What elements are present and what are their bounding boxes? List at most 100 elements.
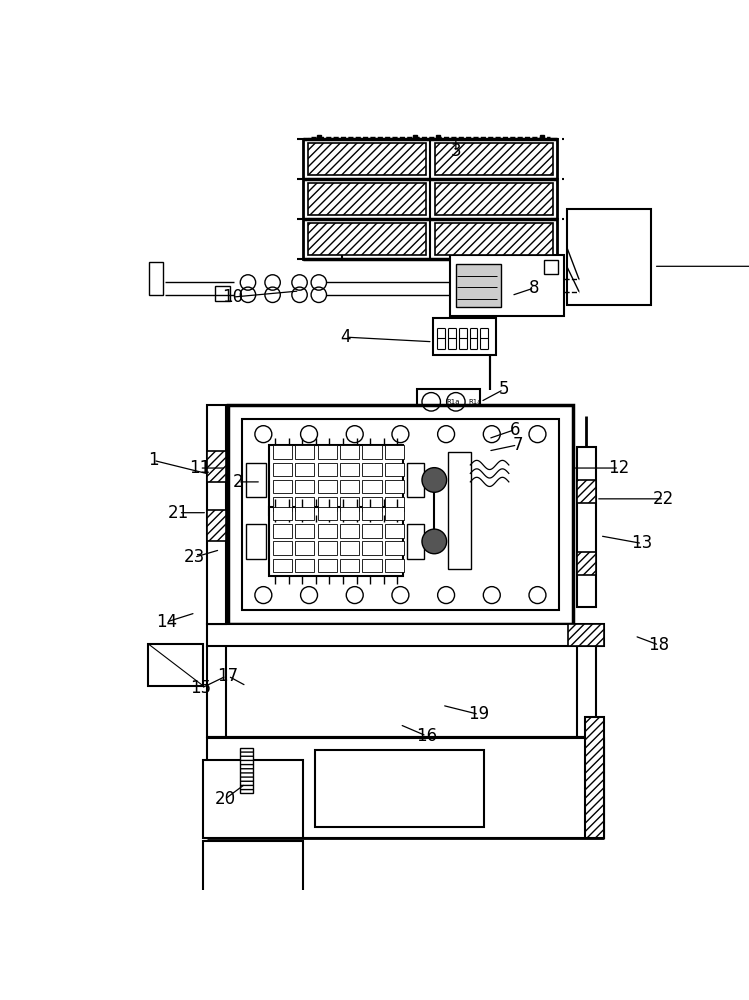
Bar — [295, 507, 315, 520]
Bar — [207, 451, 226, 482]
Bar — [385, 445, 404, 459]
Text: 7: 7 — [512, 436, 523, 454]
Bar — [407, 463, 423, 497]
Bar — [308, 143, 426, 175]
Text: 3: 3 — [451, 142, 461, 160]
Bar — [295, 497, 315, 511]
Bar — [340, 559, 360, 572]
Circle shape — [422, 468, 446, 492]
Bar — [385, 480, 404, 493]
Bar — [273, 507, 292, 520]
Text: 4: 4 — [341, 328, 351, 346]
Text: 15: 15 — [190, 679, 211, 697]
Bar — [340, 541, 360, 555]
Bar — [340, 445, 360, 459]
Bar — [269, 445, 404, 515]
Bar — [363, 541, 382, 555]
Bar — [295, 463, 315, 476]
Text: R1a: R1a — [468, 399, 482, 405]
Text: 10: 10 — [222, 288, 243, 306]
Bar — [407, 524, 423, 559]
Text: 1: 1 — [148, 451, 159, 469]
Bar — [435, 183, 553, 215]
Bar — [363, 507, 382, 520]
Bar — [363, 559, 382, 572]
Text: 21: 21 — [168, 504, 189, 522]
Bar — [273, 541, 292, 555]
Bar — [448, 452, 471, 569]
Bar — [577, 552, 596, 575]
Bar — [295, 559, 315, 572]
Bar — [363, 524, 382, 538]
Bar — [385, 541, 404, 555]
Text: 20: 20 — [214, 790, 235, 808]
Bar — [318, 463, 337, 476]
Text: 17: 17 — [217, 667, 238, 685]
Bar — [303, 139, 557, 259]
Text: 18: 18 — [649, 636, 670, 654]
Bar — [228, 405, 573, 624]
Bar — [203, 760, 303, 838]
Bar — [207, 510, 226, 541]
Bar — [363, 480, 382, 493]
Bar — [273, 497, 292, 511]
Text: 12: 12 — [608, 459, 630, 477]
Bar — [308, 223, 426, 255]
Bar — [318, 480, 337, 493]
Bar — [585, 717, 604, 838]
Text: 2: 2 — [233, 473, 243, 491]
Bar — [340, 507, 360, 520]
Bar — [363, 497, 382, 511]
Bar — [240, 748, 252, 793]
Bar — [273, 445, 292, 459]
Bar — [242, 419, 559, 610]
Text: 14: 14 — [156, 613, 177, 631]
Bar — [340, 463, 360, 476]
Bar — [295, 480, 315, 493]
Bar — [435, 223, 553, 255]
Bar — [315, 750, 485, 827]
Bar — [295, 445, 315, 459]
Bar — [456, 264, 500, 307]
Bar — [417, 389, 481, 414]
Bar — [385, 559, 404, 572]
Bar — [273, 559, 292, 572]
Bar — [385, 507, 404, 520]
Bar — [273, 463, 292, 476]
Text: 11: 11 — [189, 459, 210, 477]
Bar — [207, 624, 604, 646]
Bar — [269, 507, 404, 576]
Bar — [340, 497, 360, 511]
Bar — [318, 497, 337, 511]
Circle shape — [422, 529, 446, 554]
Bar — [363, 445, 382, 459]
Bar — [340, 480, 360, 493]
Bar — [545, 260, 558, 274]
Bar — [577, 480, 596, 503]
Bar — [385, 524, 404, 538]
Bar — [385, 497, 404, 511]
Bar — [568, 624, 604, 646]
Bar — [273, 524, 292, 538]
Bar — [318, 541, 337, 555]
Bar — [385, 463, 404, 476]
Bar — [318, 559, 337, 572]
Bar — [318, 445, 337, 459]
Bar — [149, 262, 163, 295]
Text: 5: 5 — [498, 380, 509, 398]
Bar — [148, 644, 203, 686]
Bar — [308, 183, 426, 215]
Text: 16: 16 — [416, 727, 437, 745]
Bar — [246, 524, 266, 559]
Text: 22: 22 — [653, 490, 674, 508]
Bar — [295, 524, 315, 538]
Text: 6: 6 — [510, 421, 521, 439]
Bar — [363, 463, 382, 476]
Text: 23: 23 — [184, 548, 204, 566]
Text: 13: 13 — [631, 534, 653, 552]
Bar — [246, 463, 266, 497]
Bar — [340, 524, 360, 538]
Bar — [577, 447, 596, 607]
Bar — [435, 143, 553, 175]
Bar — [295, 541, 315, 555]
